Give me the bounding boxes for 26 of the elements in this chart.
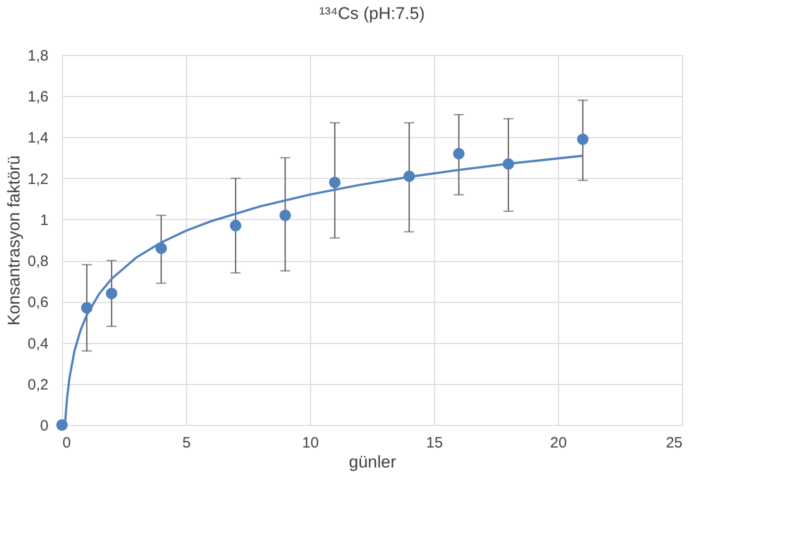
y-tick-label: 1,6 [28, 88, 48, 106]
y-tick-label: 1 [40, 212, 48, 229]
point [453, 148, 464, 160]
y-tick-label: 0,4 [28, 335, 48, 352]
y-tick-label: 0,8 [28, 253, 48, 270]
x-axis-title: günler [348, 452, 396, 472]
chart-title: ¹³⁴Cs (pH:7.5) [319, 4, 425, 23]
point [280, 210, 291, 222]
point [577, 134, 588, 145]
x-tick-label: 0 [62, 434, 71, 452]
x-tick-label: 5 [182, 434, 191, 452]
point [156, 242, 167, 254]
point [230, 220, 242, 232]
y-tick-label: 1,8 [28, 48, 48, 64]
point [106, 288, 118, 300]
y-tick-label: 0,6 [28, 294, 48, 312]
point [329, 176, 340, 188]
x-tick-label: 10 [302, 434, 319, 452]
y-tick-label: 1,4 [28, 130, 48, 147]
y-axis-title: Konsantrasyon faktörü [4, 155, 24, 326]
y-tick-label: 0 [40, 418, 48, 434]
x-tick-label: 20 [550, 434, 567, 452]
x-tick-label: 25 [666, 434, 682, 452]
x-tick-label: 15 [426, 434, 443, 452]
y-tick-label: 0,2 [28, 376, 48, 394]
y-tick-label: 1,2 [28, 170, 48, 188]
